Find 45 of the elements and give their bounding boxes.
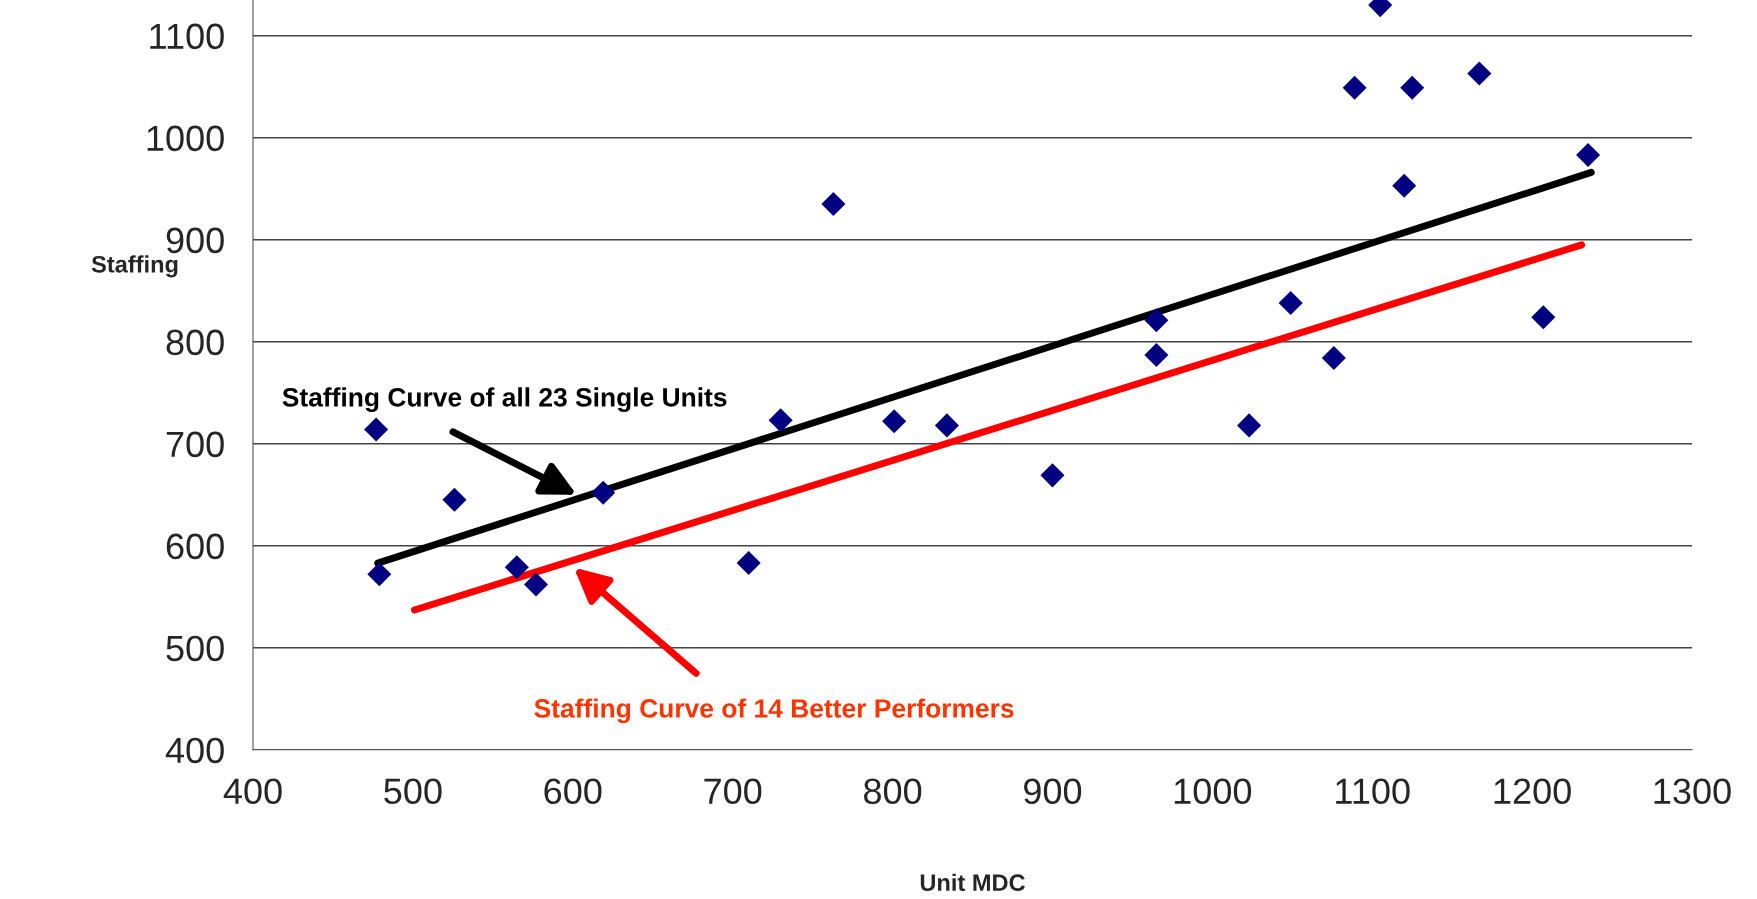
point: [1342, 75, 1367, 100]
point: [364, 417, 389, 442]
point: [736, 551, 761, 576]
point: [1144, 308, 1169, 333]
point: [1467, 61, 1492, 86]
point: [934, 413, 959, 438]
y-tick-label: 900: [166, 227, 224, 254]
point: [1321, 346, 1346, 371]
y-tick-label: 700: [166, 431, 224, 458]
x-tick-label: 1300: [1654, 778, 1731, 805]
annotation: Staffing Curve of all 23 Single Units: [282, 387, 727, 412]
y-tick-label: 800: [166, 329, 224, 356]
y-tick-label: 1100: [150, 23, 224, 50]
point: [591, 480, 616, 505]
point: [367, 562, 392, 587]
point: [1576, 143, 1601, 168]
x-tick-label: 700: [704, 778, 762, 805]
x-tick-label: 900: [1024, 778, 1082, 805]
x-tick-label: 800: [864, 778, 922, 805]
point: [1278, 290, 1303, 315]
y-tick-label: 400: [165, 737, 224, 764]
x-tick-label: 1200: [1494, 778, 1571, 805]
point: [768, 408, 793, 433]
point: [882, 409, 907, 434]
x-axis-title: Unit MDC: [920, 873, 1025, 892]
annotation: Staffing Curve of 14 Better Performers: [534, 698, 1014, 724]
point: [1237, 413, 1262, 438]
point: [1392, 173, 1417, 198]
x-tick-label: 1100: [1336, 778, 1410, 805]
y-axis-title: Staffing: [91, 255, 178, 278]
point: [504, 555, 529, 580]
x-tick-label: 400: [223, 778, 282, 805]
point: [523, 572, 549, 597]
point: [1400, 75, 1425, 100]
point: [1531, 305, 1556, 330]
point: [442, 487, 467, 512]
y-tick-label: 500: [166, 635, 224, 662]
x-tick-label: 500: [384, 778, 442, 805]
y-tick-label: 1000: [147, 125, 224, 152]
x-tick-label: 600: [544, 778, 602, 805]
point: [821, 191, 846, 217]
point: [1040, 463, 1065, 488]
y-tick-label: 600: [166, 533, 224, 560]
point: [1144, 342, 1169, 368]
x-tick-label: 1000: [1174, 778, 1252, 805]
